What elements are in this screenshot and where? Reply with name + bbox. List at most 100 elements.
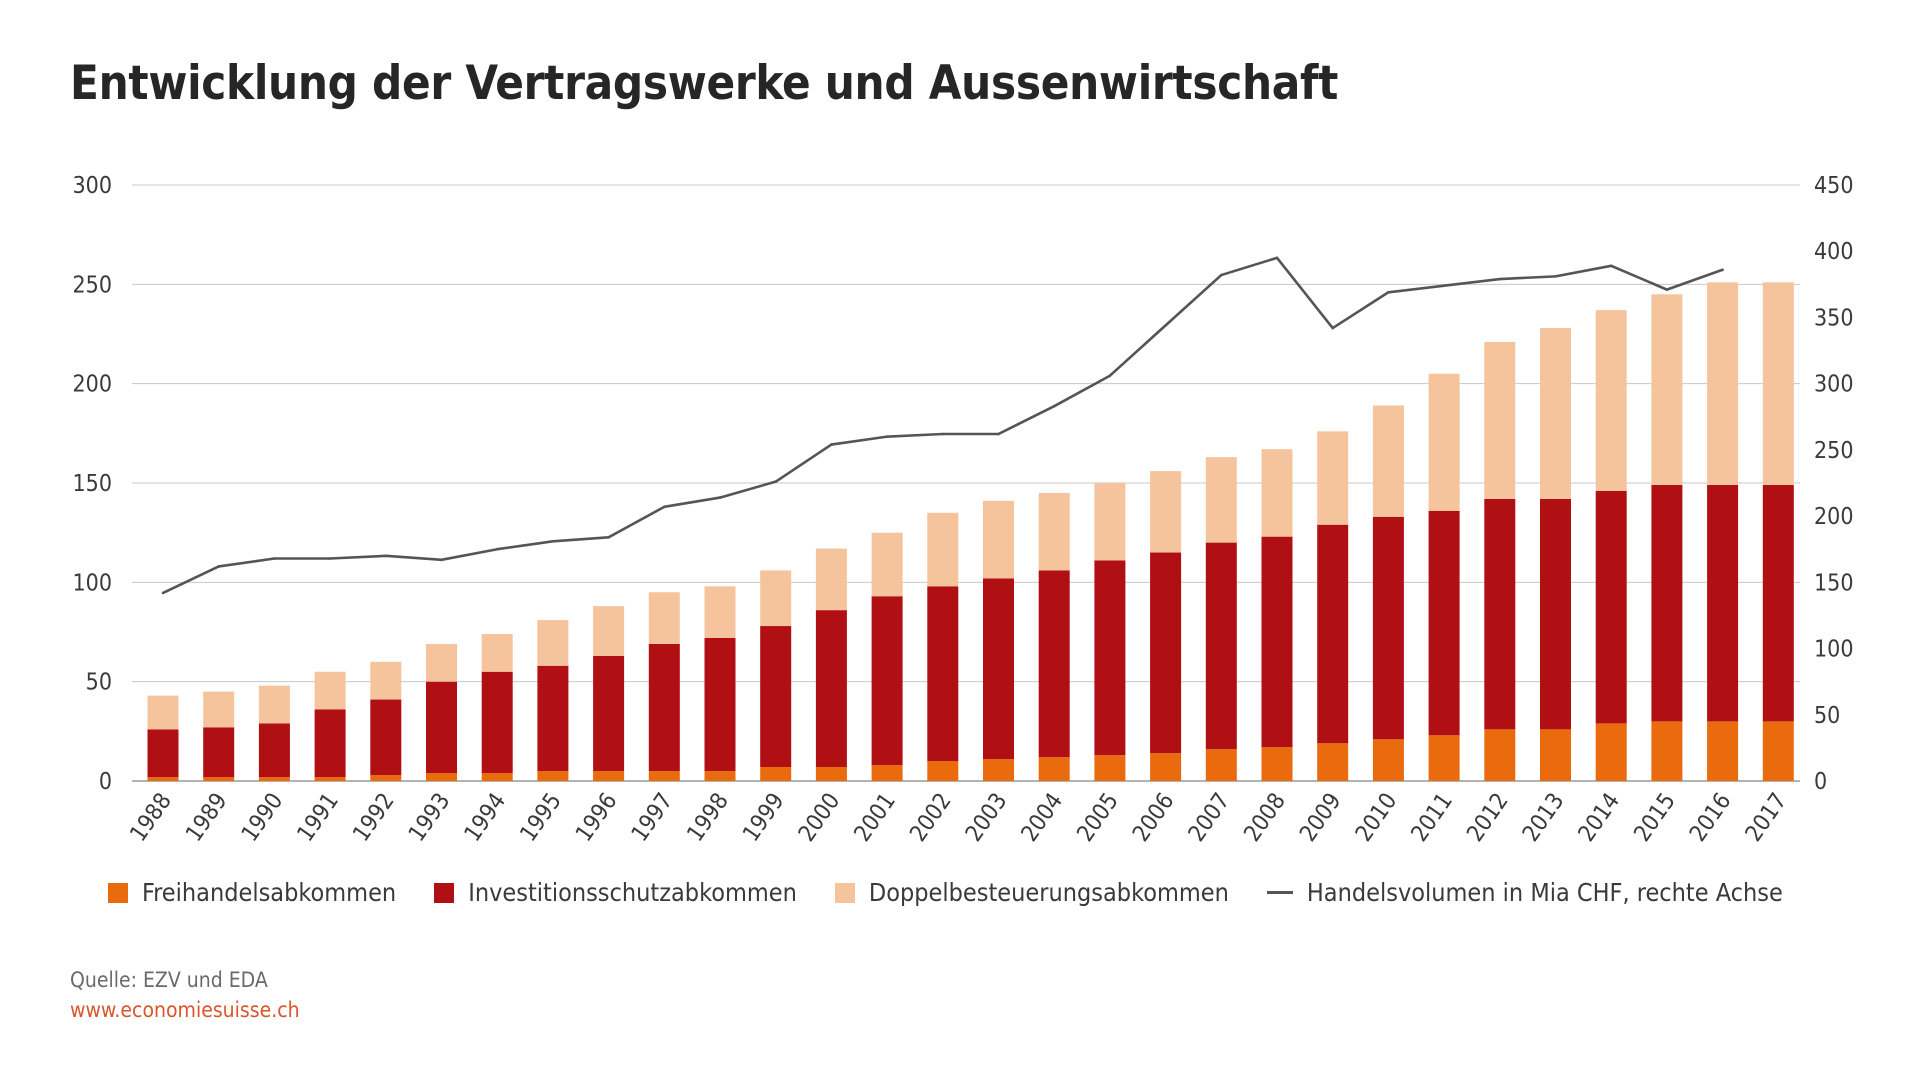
bar-segment-investitionsschutz [704,637,736,772]
bar-segment-freihandel [314,777,346,781]
bar-segment-doppelbesteuerung [537,620,569,666]
left-tick-label: 50 [86,670,112,696]
right-tick-label: 400 [1814,239,1854,265]
bar-segment-freihandel [1540,729,1571,781]
x-tick-label: 2002 [905,789,957,847]
legend-item-investitionsschutz: Investitionsschutzabkommen [434,878,797,907]
trade-volume-point [607,536,610,539]
legend-swatch-doppelbesteuerung [834,882,855,903]
bar-segment-investitionsschutz [1595,490,1627,724]
bar-segment-doppelbesteuerung [258,685,290,724]
bar-segment-investitionsschutz [871,596,903,766]
bar-segment-freihandel [1484,729,1516,781]
bar-segment-investitionsschutz [760,626,792,768]
legend: Freihandelsabkommen Investitionsschutzab… [108,878,1783,907]
trade-volume-point [941,432,945,436]
trade-volume-point [328,557,332,560]
x-tick-label: 1991 [293,789,345,847]
grid-lines [132,184,1800,782]
bar-segment-freihandel [760,767,792,781]
x-tick-label: 1988 [125,789,177,847]
bar-segment-doppelbesteuerung [370,661,402,700]
bar-segment-doppelbesteuerung [593,606,625,656]
bar-segment-freihandel [1707,721,1739,781]
legend-swatch-investitionsschutz [434,882,455,903]
legend-swatch-handelsvolumen [1266,891,1293,894]
bar-segment-doppelbesteuerung [1205,457,1237,543]
right-axis: 0 50 100 150 200 250 300 350 400 450 [1814,173,1854,795]
bar-segment-investitionsschutz [1094,560,1126,756]
x-tick-label: 2003 [961,789,1013,847]
bar-segment-doppelbesteuerung [704,586,736,638]
bar-segment-investitionsschutz [537,665,569,772]
trade-volume-point [1275,256,1279,260]
chart-title: Entwicklung der Vertragswerke und Aussen… [70,56,1339,111]
bar-segment-doppelbesteuerung [1261,449,1293,537]
source-note: Quelle: EZV und EDA [70,968,268,992]
x-tick-label: 1998 [682,789,734,847]
bar-segment-doppelbesteuerung [147,695,179,730]
right-tick-label: 450 [1814,173,1854,199]
trade-volume-point [1554,275,1557,278]
trade-volume-point [997,432,1000,436]
trade-volume-point [1442,284,1446,287]
bar-segment-doppelbesteuerung [1094,483,1126,561]
trade-volume-point [1108,374,1112,378]
trade-volume-point [1220,273,1223,277]
trade-volume-point [1387,290,1390,294]
right-tick-label: 50 [1814,703,1840,729]
legend-label-freihandel: Freihandelsabkommen [142,878,397,907]
right-tick-label: 350 [1814,305,1854,331]
trade-volume-point [885,435,889,438]
bar-segment-doppelbesteuerung [1372,405,1404,517]
x-tick-label: 2010 [1351,789,1403,847]
x-tick-label: 2004 [1017,789,1069,847]
chart-plot: 0 50 100 150 200 250 300 0 50 100 150 200 250 300 350… [73,173,1854,847]
bar-segment-investitionsschutz [426,681,457,774]
bar-segment-freihandel [1595,723,1627,781]
bar-segment-investitionsschutz [648,643,680,772]
legend-swatch-freihandel [108,882,128,903]
bar-segment-doppelbesteuerung [1651,294,1683,485]
left-tick-label: 150 [73,471,113,497]
bar-segment-doppelbesteuerung [1707,282,1739,485]
trade-volume-point [217,565,220,568]
source-url[interactable]: www.economiesuisse.ch [70,998,300,1022]
bar-segment-freihandel [1150,753,1182,781]
x-tick-label: 1989 [181,789,233,847]
trade-volume-point [1609,264,1613,268]
left-axis: 0 50 100 150 200 250 300 [73,173,113,795]
right-tick-label: 300 [1814,372,1854,398]
trade-volume-point [1498,277,1502,281]
trade-volume-line [161,256,1724,595]
left-tick-label: 200 [73,372,113,398]
bar-segment-investitionsschutz [1205,542,1237,750]
trade-volume-point [440,558,443,562]
bar-segment-doppelbesteuerung [1038,492,1070,571]
x-tick-label: 1994 [460,789,512,847]
bar-segment-doppelbesteuerung [426,643,457,682]
x-tick-label: 1995 [515,789,567,847]
trade-volume-point [161,591,165,595]
bar-segment-doppelbesteuerung [1484,341,1516,499]
bar-segment-freihandel [1205,749,1237,781]
legend-item-doppelbesteuerung: Doppelbesteuerungsabkommen [834,878,1229,907]
bar-segment-freihandel [481,773,513,781]
bar-segment-doppelbesteuerung [927,512,959,587]
bar-segment-investitionsschutz [1484,498,1516,730]
x-tick-label: 1997 [627,789,679,847]
trade-volume-point [495,547,499,551]
bar-segment-freihandel [203,777,235,781]
bar-segment-investitionsschutz [1540,498,1571,730]
left-tick-label: 0 [99,769,112,795]
bar-segment-freihandel [370,775,402,781]
right-tick-label: 0 [1814,769,1827,795]
bar-segment-freihandel [426,773,457,781]
bar-segment-investitionsschutz [983,578,1014,760]
bar-segment-freihandel [704,771,736,781]
bar-segment-investitionsschutz [314,709,346,778]
bar-segment-freihandel [815,767,847,781]
bar-segment-freihandel [1094,755,1126,781]
legend-item-freihandel: Freihandelsabkommen [108,878,396,907]
x-tick-label: 2017 [1741,789,1793,847]
